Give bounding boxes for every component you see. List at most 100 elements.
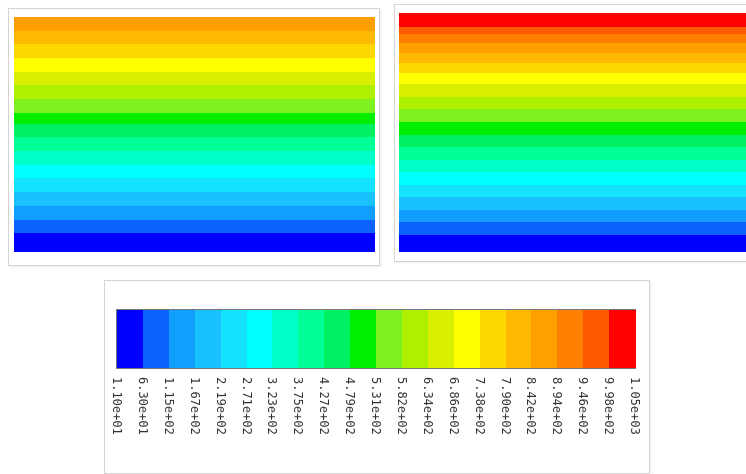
right-contour-band xyxy=(399,26,746,35)
colorbar-tick-label: 4.79e+02 xyxy=(343,377,357,467)
colorbar-swatch xyxy=(479,310,507,368)
right-contour-band xyxy=(399,34,746,44)
right-contour-band xyxy=(399,209,746,223)
colorbar-tick-label: 8.42e+02 xyxy=(524,377,538,467)
colorbar-tick-label: 2.71e+02 xyxy=(240,377,254,467)
left-contour-band xyxy=(14,58,375,73)
colorbar-tick-label: 8.94e+02 xyxy=(550,377,564,467)
colorbar-tick-text: 8.42e+02 xyxy=(524,377,539,435)
colorbar-swatch xyxy=(401,310,429,368)
colorbar-tick-label: 1.15e+02 xyxy=(162,377,176,467)
left-contour-band xyxy=(14,17,375,32)
colorbar-swatch xyxy=(194,310,222,368)
colorbar-swatch xyxy=(350,310,377,368)
right-contour-band xyxy=(399,197,746,211)
left-contour-band xyxy=(14,123,375,139)
colorbar-swatch xyxy=(583,310,610,368)
right-contour-band xyxy=(399,172,746,186)
left-contour-band xyxy=(14,71,375,87)
left-contour-band xyxy=(14,44,375,59)
right-contour-band xyxy=(399,109,746,123)
colorbar-tick-label: 5.82e+02 xyxy=(395,377,409,467)
colorbar-tick-text: 5.31e+02 xyxy=(369,377,383,435)
colorbar-tick-label: 6.34e+02 xyxy=(421,377,435,467)
colorbar-tick-text: 1.10e+01 xyxy=(110,377,124,435)
colorbar-tick-label: 1.67e+02 xyxy=(188,377,202,467)
right-contour-panel xyxy=(394,4,746,262)
left-contour-band xyxy=(14,178,375,193)
colorbar-tick-text: 9.98e+02 xyxy=(602,377,617,435)
colorbar-tick-text: 6.86e+02 xyxy=(446,377,461,435)
right-contour-band xyxy=(399,96,746,111)
colorbar-swatch xyxy=(220,310,248,368)
right-contour-band xyxy=(399,234,746,252)
right-contour-band xyxy=(399,222,746,236)
colorbar-tick-label: 4.27e+02 xyxy=(317,377,331,467)
colorbar-tick-text: 7.90e+02 xyxy=(498,377,513,435)
colorbar-tick-text: 1.67e+02 xyxy=(187,377,202,435)
colorbar-swatch xyxy=(324,310,351,368)
left-contour-band xyxy=(14,99,375,114)
colorbar-swatch xyxy=(609,310,636,368)
right-contour-band xyxy=(399,53,746,64)
colorbar-tick-text: 1.05e+03 xyxy=(628,377,642,435)
right-contour-plot xyxy=(399,13,746,252)
right-contour-band xyxy=(399,134,746,148)
right-contour-band xyxy=(399,84,746,98)
colorbar-swatch xyxy=(427,310,455,368)
colorbar-tick-label: 2.19e+02 xyxy=(214,377,228,467)
colorbar-tick-text: 2.71e+02 xyxy=(239,377,254,435)
right-contour-band xyxy=(399,121,746,136)
left-contour-band xyxy=(14,219,375,234)
colorbar-swatch xyxy=(117,310,144,368)
left-contour-band xyxy=(14,30,375,45)
colorbar-swatch xyxy=(557,310,584,368)
colorbar-tick-label: 7.90e+02 xyxy=(499,377,513,467)
colorbar-tick-text: 6.30e+01 xyxy=(135,377,150,435)
colorbar-swatch xyxy=(505,310,532,368)
left-contour-band xyxy=(14,112,375,125)
colorbar-tick-label: 3.75e+02 xyxy=(291,377,305,467)
left-contour-band xyxy=(14,192,375,207)
colorbar-swatch xyxy=(298,310,325,368)
colorbar-tick-label: 7.38e+02 xyxy=(473,377,487,467)
colorbar-tick-label: 5.31e+02 xyxy=(369,377,383,467)
left-contour-plot xyxy=(14,17,375,252)
right-contour-band xyxy=(399,73,746,85)
colorbar-tick-text: 5.82e+02 xyxy=(394,377,409,435)
colorbar-tick-text: 4.79e+02 xyxy=(343,377,358,435)
colorbar-tick-label: 3.23e+02 xyxy=(265,377,279,467)
colorbar-legend: 1.10e+01 6.30e+01 1.15e+02 1.67e+02 2.19e+02… xyxy=(104,280,650,474)
left-contour-band xyxy=(14,233,375,252)
colorbar-tick-text: 8.94e+02 xyxy=(550,377,565,435)
right-contour-band xyxy=(399,159,746,173)
colorbar-swatch xyxy=(531,310,558,368)
left-contour-band xyxy=(14,205,375,221)
colorbar-tick-text: 1.15e+02 xyxy=(161,377,176,435)
colorbar-tick-text: 4.27e+02 xyxy=(317,377,332,435)
colorbar-swatch xyxy=(246,310,273,368)
colorbar xyxy=(116,309,636,369)
right-contour-band xyxy=(399,43,746,54)
left-contour-band xyxy=(14,85,375,100)
colorbar-swatch xyxy=(168,310,196,368)
left-contour-band xyxy=(14,164,375,180)
colorbar-tick-label: 6.30e+01 xyxy=(136,377,150,467)
right-contour-band xyxy=(399,184,746,198)
colorbar-swatch xyxy=(376,310,403,368)
colorbar-swatch xyxy=(272,310,299,368)
right-contour-band xyxy=(399,13,746,28)
right-contour-band xyxy=(399,63,746,74)
colorbar-tick-label: 1.05e+03 xyxy=(628,377,642,467)
colorbar-tick-label: 9.46e+02 xyxy=(576,377,590,467)
colorbar-tick-text: 7.38e+02 xyxy=(472,377,487,435)
colorbar-tick-label: 1.10e+01 xyxy=(110,377,124,467)
colorbar-tick-text: 2.19e+02 xyxy=(213,377,228,435)
colorbar-swatch xyxy=(142,310,170,368)
colorbar-tick-text: 3.23e+02 xyxy=(265,377,280,435)
colorbar-tick-text: 6.34e+02 xyxy=(420,377,435,435)
colorbar-tick-label: 9.98e+02 xyxy=(602,377,616,467)
right-contour-band xyxy=(399,147,746,161)
left-contour-band xyxy=(14,151,375,166)
left-contour-panel xyxy=(8,8,380,266)
